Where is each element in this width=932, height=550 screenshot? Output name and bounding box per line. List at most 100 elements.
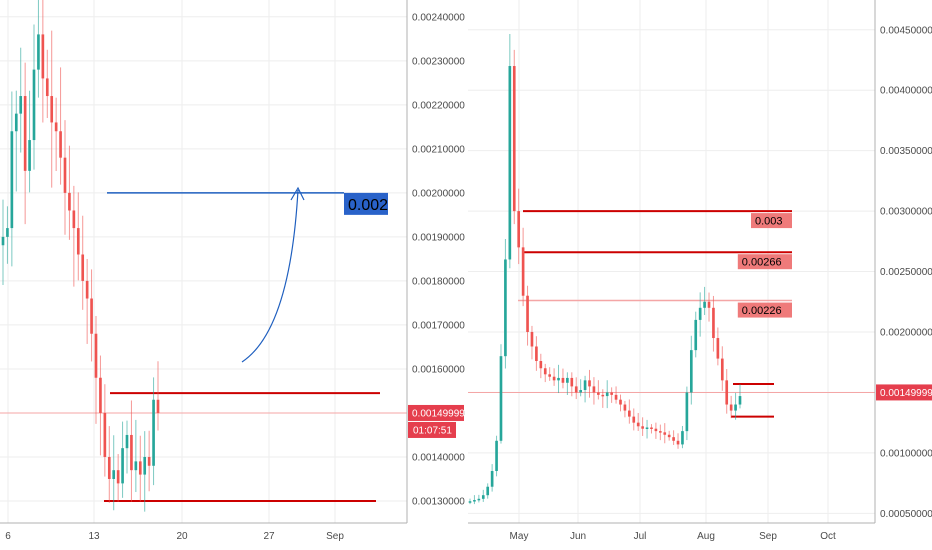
candle-body xyxy=(499,356,503,441)
candle-body xyxy=(134,461,138,471)
candle-body xyxy=(619,399,622,405)
candle-body xyxy=(579,390,582,393)
candle-body xyxy=(672,437,675,441)
target-label: 0.002 xyxy=(348,197,388,214)
candle-body xyxy=(41,34,45,79)
candle-body xyxy=(641,426,644,429)
candle-body xyxy=(99,377,102,413)
candle-body xyxy=(526,295,529,332)
candle-body xyxy=(477,498,481,501)
left-price-axis[interactable]: 0.001300000.001400000.001500000.00160000… xyxy=(406,0,465,523)
left-chart-panel[interactable]: 0.002 xyxy=(0,0,407,523)
y-tick-label: 0.00300000 xyxy=(880,207,932,218)
candle-body xyxy=(712,307,715,339)
last-price-label: 0.00149999 xyxy=(880,388,932,399)
y-tick-label: 0.00180000 xyxy=(412,276,465,287)
candle-body xyxy=(650,427,653,429)
candle-body xyxy=(125,434,129,449)
candle-body xyxy=(645,427,649,429)
candle-body xyxy=(90,298,93,334)
candle-body xyxy=(10,131,14,229)
x-tick-label: Aug xyxy=(697,531,715,542)
candle-body xyxy=(63,157,67,193)
x-tick-label: 13 xyxy=(88,531,100,542)
candle-body xyxy=(138,461,142,475)
candle-body xyxy=(703,301,706,308)
x-tick-label: 20 xyxy=(176,531,188,542)
left-candles xyxy=(1,0,160,512)
level-0.003-label-box xyxy=(751,213,792,229)
right-levels: 0.003 0.00266 0.00226 xyxy=(468,210,875,418)
candle-body xyxy=(689,350,693,393)
candle-body xyxy=(663,432,667,435)
candle-body xyxy=(530,331,534,347)
y-tick-label: 0.00160000 xyxy=(412,364,465,375)
y-tick-label: 0.00400000 xyxy=(880,86,932,97)
right-grid xyxy=(468,0,875,523)
candle-body xyxy=(610,392,613,395)
y-tick-label: 0.00350000 xyxy=(880,146,932,157)
candle-body xyxy=(54,122,58,132)
right-candles xyxy=(468,33,742,505)
candle-body xyxy=(601,394,605,397)
candle-body xyxy=(1,236,5,246)
left-time-axis[interactable]: 6 13 20 27 Sep xyxy=(0,522,407,542)
candle-body xyxy=(583,380,587,391)
left-grid xyxy=(0,0,407,523)
candle-body xyxy=(632,416,636,423)
candle-body xyxy=(566,377,569,383)
y-tick-label: 0.00050000 xyxy=(880,509,932,520)
candle-body xyxy=(698,307,702,320)
y-tick-label: 0.00250000 xyxy=(880,267,932,278)
candle-body xyxy=(103,412,107,457)
candle-body xyxy=(72,210,76,229)
right-time-axis[interactable]: May Jun Jul Aug Sep Oct xyxy=(468,522,875,542)
candle-body xyxy=(94,333,98,378)
x-tick-label: 27 xyxy=(263,531,275,542)
y-tick-label: 0.00200000 xyxy=(880,327,932,338)
y-tick-label: 0.00230000 xyxy=(412,56,465,67)
candle-body xyxy=(156,399,160,413)
candle-body xyxy=(557,377,560,381)
candle-body xyxy=(517,211,521,248)
candle-body xyxy=(548,374,551,377)
candle-body xyxy=(504,259,507,357)
y-tick-label: 0.00190000 xyxy=(412,232,465,243)
candle-body xyxy=(654,428,658,432)
x-tick-label: 6 xyxy=(5,531,11,542)
candle-body xyxy=(623,404,627,411)
countdown-tag xyxy=(408,421,456,438)
candle-body xyxy=(734,404,737,411)
candle-body xyxy=(512,66,516,212)
candle-body xyxy=(592,386,596,393)
level-0.00226-label: 0.00226 xyxy=(742,305,782,317)
level-0.00226-label-box xyxy=(737,302,792,318)
candle-body xyxy=(130,434,133,471)
y-tick-label: 0.00100000 xyxy=(880,448,932,459)
right-chart-panel[interactable]: 0.003 0.00266 0.00226 xyxy=(468,0,875,523)
candle-body xyxy=(685,392,689,432)
x-tick-label: Jun xyxy=(570,531,586,542)
candle-body xyxy=(636,422,640,427)
right-price-axis[interactable]: 0.000500000.001000000.001500000.00200000… xyxy=(874,0,932,523)
y-tick-label: 0.00210000 xyxy=(412,144,465,155)
candle-body xyxy=(720,358,724,381)
y-tick-label: 0.00170000 xyxy=(412,320,465,331)
y-tick-label: 0.00140000 xyxy=(412,452,465,463)
candle-body xyxy=(23,96,27,171)
y-tick-label: 0.00200000 xyxy=(412,188,465,199)
candle-body xyxy=(605,392,609,397)
x-tick-label: Sep xyxy=(759,531,777,542)
candle-body xyxy=(694,319,698,351)
candle-body xyxy=(481,495,485,499)
candle-body xyxy=(738,396,742,405)
level-0.003-label: 0.003 xyxy=(755,216,783,228)
candle-body xyxy=(614,394,618,400)
arrow-head xyxy=(290,186,305,201)
candle-body xyxy=(14,113,18,132)
x-tick-label: Sep xyxy=(326,531,344,542)
candle-body xyxy=(143,456,147,475)
candle-body xyxy=(521,247,525,296)
arrow-curve xyxy=(241,189,299,363)
